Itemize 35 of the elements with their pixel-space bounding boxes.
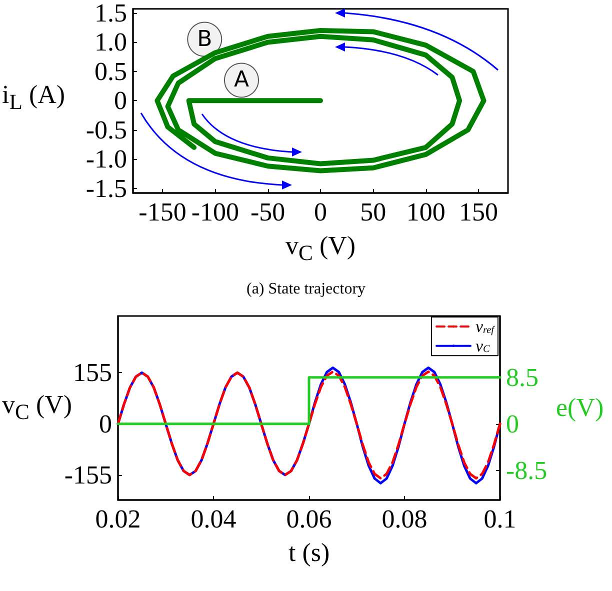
x-tick-label: -150: [138, 198, 186, 226]
x-tick-label: 0.1: [484, 504, 516, 534]
x-tick-label: 50: [360, 198, 386, 226]
y-tick-label: -1.5: [86, 174, 127, 203]
y-tick-label: 0.5: [94, 56, 127, 86]
y-tick-label: -1.0: [86, 144, 127, 174]
x-tick-label: 0.06: [286, 504, 332, 534]
x-tick-label: 0.04: [190, 504, 236, 534]
x-tick-label: -100: [191, 198, 239, 226]
x-tick-label: 0: [314, 198, 327, 226]
y-tick-label: -0.5: [86, 115, 127, 144]
y2-axis-title: e(V): [556, 393, 604, 422]
y-tick-label: 1.5: [94, 0, 127, 28]
y-axis-title: i$_{L}$ (A): [2, 80, 66, 114]
y2-tick-label: 8.5: [506, 362, 538, 392]
annotation: A: [234, 68, 250, 93]
y2-tick-label: -8.5: [506, 456, 548, 485]
x-tick-label: -50: [250, 198, 286, 226]
y-tick-label: 0: [99, 409, 112, 438]
y-axis-title: v$_{C}$ (V): [2, 390, 72, 424]
x-tick-label: 100: [406, 198, 446, 226]
y2-tick-label: 0: [506, 409, 519, 438]
y-tick-label: 1.0: [94, 28, 127, 57]
y-tick-label: -155: [64, 460, 112, 490]
legend-label: vC: [476, 336, 490, 356]
y-tick-label: 155: [73, 358, 112, 388]
text: (a) State trajectory: [246, 280, 366, 298]
x-tick-label: 0.08: [382, 504, 428, 534]
x-axis-title: t (s): [288, 538, 330, 567]
x-axis-title: v$_{C}$ (V): [286, 231, 356, 266]
annotation: B: [197, 26, 212, 52]
y-tick-label: 0: [114, 86, 127, 116]
legend-label: vref: [476, 317, 496, 336]
x-tick-label: 0.02: [95, 504, 141, 534]
x-tick-label: 150: [459, 198, 498, 226]
